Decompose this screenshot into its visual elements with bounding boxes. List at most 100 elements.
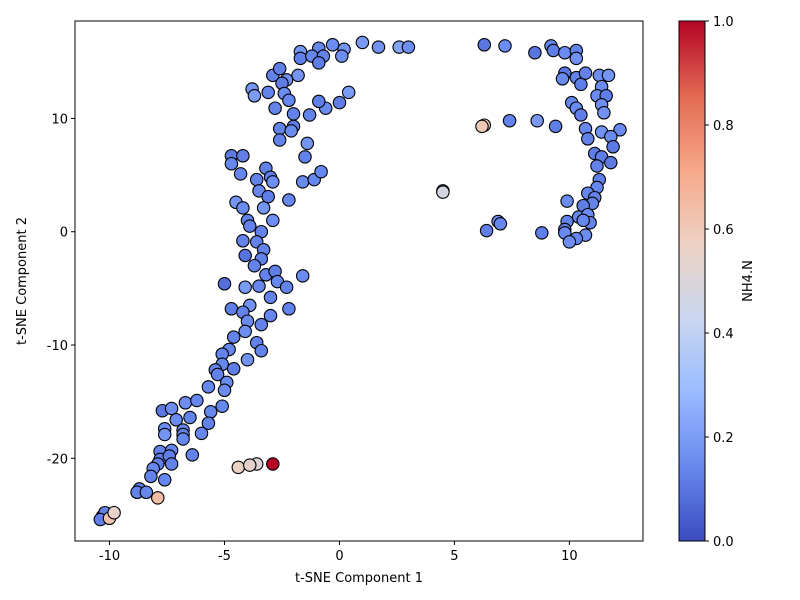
scatter-point xyxy=(597,106,611,120)
scatter-point xyxy=(254,343,269,358)
scatter-point xyxy=(243,219,257,233)
scatter-point xyxy=(185,448,200,462)
scatter-point xyxy=(164,457,179,471)
scatter-point xyxy=(247,89,262,103)
scatter-point xyxy=(272,61,287,76)
scatter-point xyxy=(190,393,204,408)
scatter-point xyxy=(282,193,296,207)
tick-label: -10 xyxy=(47,339,68,354)
plot-area-frame xyxy=(74,20,644,542)
scatter-point xyxy=(479,223,494,238)
scatter-point xyxy=(279,280,294,294)
scatter-point xyxy=(224,156,239,171)
scatter-point xyxy=(295,175,310,189)
scatter-point xyxy=(157,427,172,442)
scatter-point xyxy=(231,460,246,475)
scatter-point xyxy=(314,164,328,179)
scatter-point xyxy=(256,201,271,215)
scatter-point xyxy=(203,405,218,419)
scatter-point xyxy=(493,217,508,231)
x-axis-label: t-SNE Component 1 xyxy=(295,571,423,586)
scatter-point xyxy=(157,473,172,487)
scatter-point xyxy=(546,43,561,58)
tick-label: 0.2 xyxy=(713,431,734,446)
scatter-point xyxy=(164,401,179,416)
scatter-point xyxy=(210,367,225,382)
scatter-point xyxy=(282,93,296,108)
scatter-point xyxy=(201,380,216,394)
tick-label: 10 xyxy=(51,112,68,127)
scatter-point xyxy=(226,362,241,376)
scatter-point xyxy=(263,308,278,323)
x-axis-ticks: -10 -5 0 5 10 xyxy=(99,541,578,564)
scatter-point xyxy=(477,38,492,52)
scatter-point xyxy=(502,113,517,128)
colorbar-ticks: 0.0 0.2 0.4 0.6 0.8 1.0 xyxy=(705,15,734,550)
scatter-point xyxy=(240,352,255,367)
tick-label: 10 xyxy=(561,549,578,564)
scatter-point xyxy=(560,194,574,208)
tick-label: 5 xyxy=(450,549,458,564)
scatter-point xyxy=(401,40,416,54)
scatter-point xyxy=(312,94,326,109)
tick-label: 0.6 xyxy=(713,223,734,238)
scatter-point xyxy=(606,140,620,154)
scatter-point xyxy=(498,39,512,53)
scatter-point xyxy=(178,396,193,410)
scatter-point xyxy=(272,133,287,147)
scatter-point xyxy=(139,485,154,500)
scatter-point xyxy=(266,457,280,471)
scatter-point xyxy=(302,108,317,122)
scatter-point xyxy=(183,410,197,425)
tick-label: 0 xyxy=(60,226,68,241)
scatter-point xyxy=(144,469,158,484)
scatter-point xyxy=(574,77,588,92)
scatter-point xyxy=(601,68,616,83)
scatter-point xyxy=(226,330,241,344)
scatter-point xyxy=(217,383,232,398)
scatter-point xyxy=(548,119,563,134)
scatter-point xyxy=(252,279,266,293)
scatter-point xyxy=(555,72,570,86)
scatter-point xyxy=(243,458,257,472)
tick-label: 0.4 xyxy=(713,327,734,342)
scatter-point xyxy=(576,213,590,228)
scatter-point xyxy=(261,189,275,204)
scatter-point xyxy=(266,175,280,189)
scatter-point xyxy=(574,108,588,122)
scatter-point xyxy=(291,68,305,83)
colorbar xyxy=(678,20,706,542)
tick-label: -10 xyxy=(99,549,120,564)
scatter-point xyxy=(261,85,275,100)
scatter-point xyxy=(528,45,542,60)
scatter-point xyxy=(238,324,252,339)
scatter-point xyxy=(569,51,584,66)
scatter-point xyxy=(254,317,269,332)
scatter-point xyxy=(613,123,627,137)
tick-label: 0.0 xyxy=(713,535,734,550)
scatter-point xyxy=(169,413,183,427)
scatter-point xyxy=(263,290,278,305)
scatter-point xyxy=(176,432,190,446)
scatter-point xyxy=(286,107,301,121)
scatter-point xyxy=(298,150,312,164)
scatter-point xyxy=(238,280,252,294)
tick-label: -5 xyxy=(218,549,231,564)
scatter-point xyxy=(247,258,262,273)
scatter-points xyxy=(93,35,627,527)
scatter-point xyxy=(272,121,287,136)
scatter-point xyxy=(236,149,250,163)
scatter-point xyxy=(590,159,604,173)
scatter-point xyxy=(238,248,252,263)
scatter-point xyxy=(217,277,232,291)
scatter-point xyxy=(282,302,296,316)
scatter-point xyxy=(236,234,250,248)
scatter-point xyxy=(233,167,248,181)
scatter-point xyxy=(562,235,577,249)
scatter-point xyxy=(266,213,280,228)
scatter-point xyxy=(295,269,310,283)
scatter-point xyxy=(236,201,250,215)
scatter-point xyxy=(300,136,315,151)
scatter-point xyxy=(284,124,298,138)
scatter-point xyxy=(312,56,326,70)
